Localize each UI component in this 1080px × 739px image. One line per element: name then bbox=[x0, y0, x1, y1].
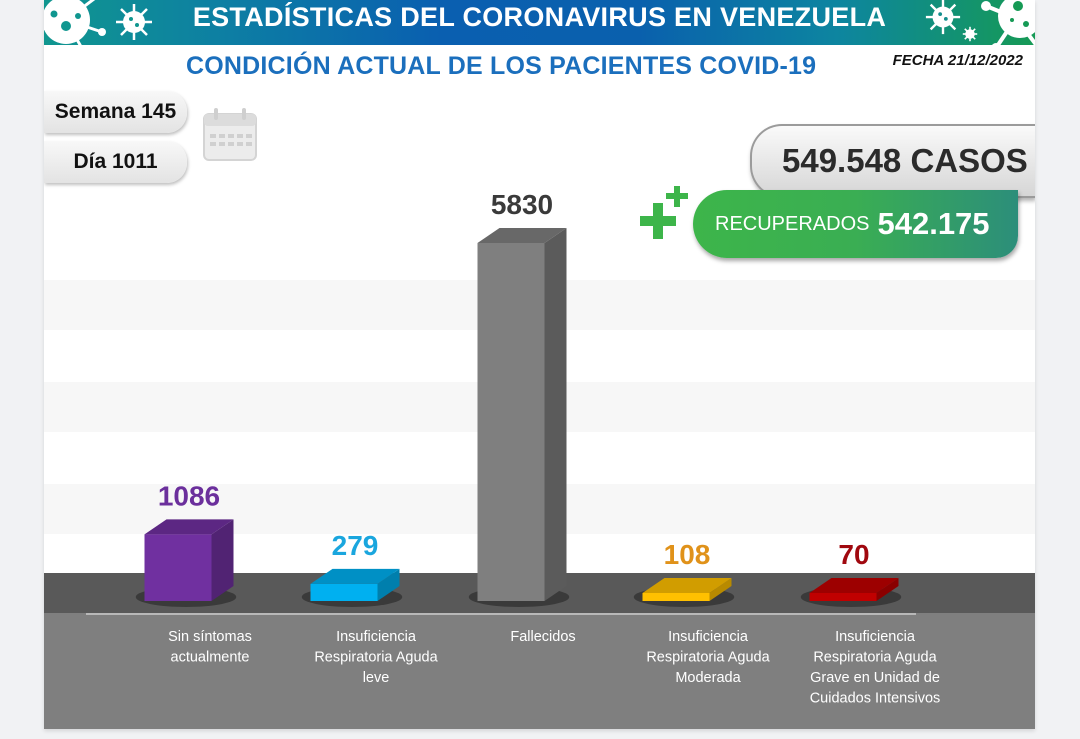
bar-front bbox=[310, 583, 378, 601]
category-label: Insuficiencia Respiratoria Aguda Grave en … bbox=[810, 629, 941, 707]
category-label: Insuficiencia Respiratoria Aguda leve bbox=[314, 629, 438, 686]
virus-icon bbox=[44, 0, 106, 53]
category-label: Fallecidos bbox=[510, 629, 575, 645]
bar-top bbox=[310, 568, 400, 584]
page-subtitle: CONDICIÓN ACTUAL DE LOS PACIENTES COVID-… bbox=[186, 52, 817, 80]
report-date: FECHA 21/12/2022 bbox=[892, 52, 1023, 69]
virus-icon bbox=[116, 4, 152, 40]
week-badge: Semana 145 bbox=[44, 91, 187, 133]
infographic-card: ESTADÍSTICAS DEL CORONAVIRUS EN VENEZUEL… bbox=[44, 0, 1035, 729]
virus-icon bbox=[981, 0, 1035, 52]
medical-plus-icon bbox=[640, 186, 688, 239]
bar-top bbox=[144, 519, 234, 535]
recovered-label: RECUPERADOS bbox=[715, 212, 870, 235]
bar-value-label: 5830 bbox=[491, 189, 553, 220]
category-panel bbox=[44, 613, 1035, 729]
total-cases-badge: 549.548 CASOS bbox=[750, 124, 1035, 198]
bar-top bbox=[809, 578, 899, 593]
bar-value-label: 70 bbox=[838, 539, 869, 570]
bar-front bbox=[477, 243, 545, 601]
banner-title: ESTADÍSTICAS DEL CORONAVIRUS EN VENEZUEL… bbox=[192, 2, 887, 32]
bar-value-label: 1086 bbox=[158, 480, 220, 511]
calendar-icon bbox=[203, 108, 257, 161]
bar-front bbox=[809, 593, 877, 601]
bar-front bbox=[144, 534, 212, 601]
bar-chart: 1086 279 5830 108 70 Sin síntomas actualmente… bbox=[44, 189, 1035, 729]
bar-value-label: 108 bbox=[664, 539, 711, 570]
virus-icon bbox=[962, 26, 978, 42]
day-badge: Día 1011 bbox=[44, 141, 187, 183]
category-label: Sin síntomas actualmente bbox=[168, 629, 252, 666]
bar-side bbox=[544, 228, 567, 601]
bar-value-label: 279 bbox=[332, 530, 379, 561]
bar-front bbox=[642, 593, 710, 601]
virus-icon bbox=[925, 0, 961, 35]
category-label: Insuficiencia Respiratoria Aguda Moderada bbox=[646, 629, 770, 686]
bar-side bbox=[876, 578, 899, 601]
bar-top bbox=[477, 228, 567, 243]
bar-side bbox=[377, 568, 400, 601]
recovered-value: 542.175 bbox=[877, 206, 990, 241]
header-banner: ESTADÍSTICAS DEL CORONAVIRUS EN VENEZUEL… bbox=[44, 0, 1035, 53]
bar-side bbox=[709, 578, 732, 601]
bar-side bbox=[211, 519, 234, 601]
recovered-badge: RECUPERADOS 542.175 bbox=[693, 190, 1018, 258]
bar-top bbox=[642, 578, 732, 593]
